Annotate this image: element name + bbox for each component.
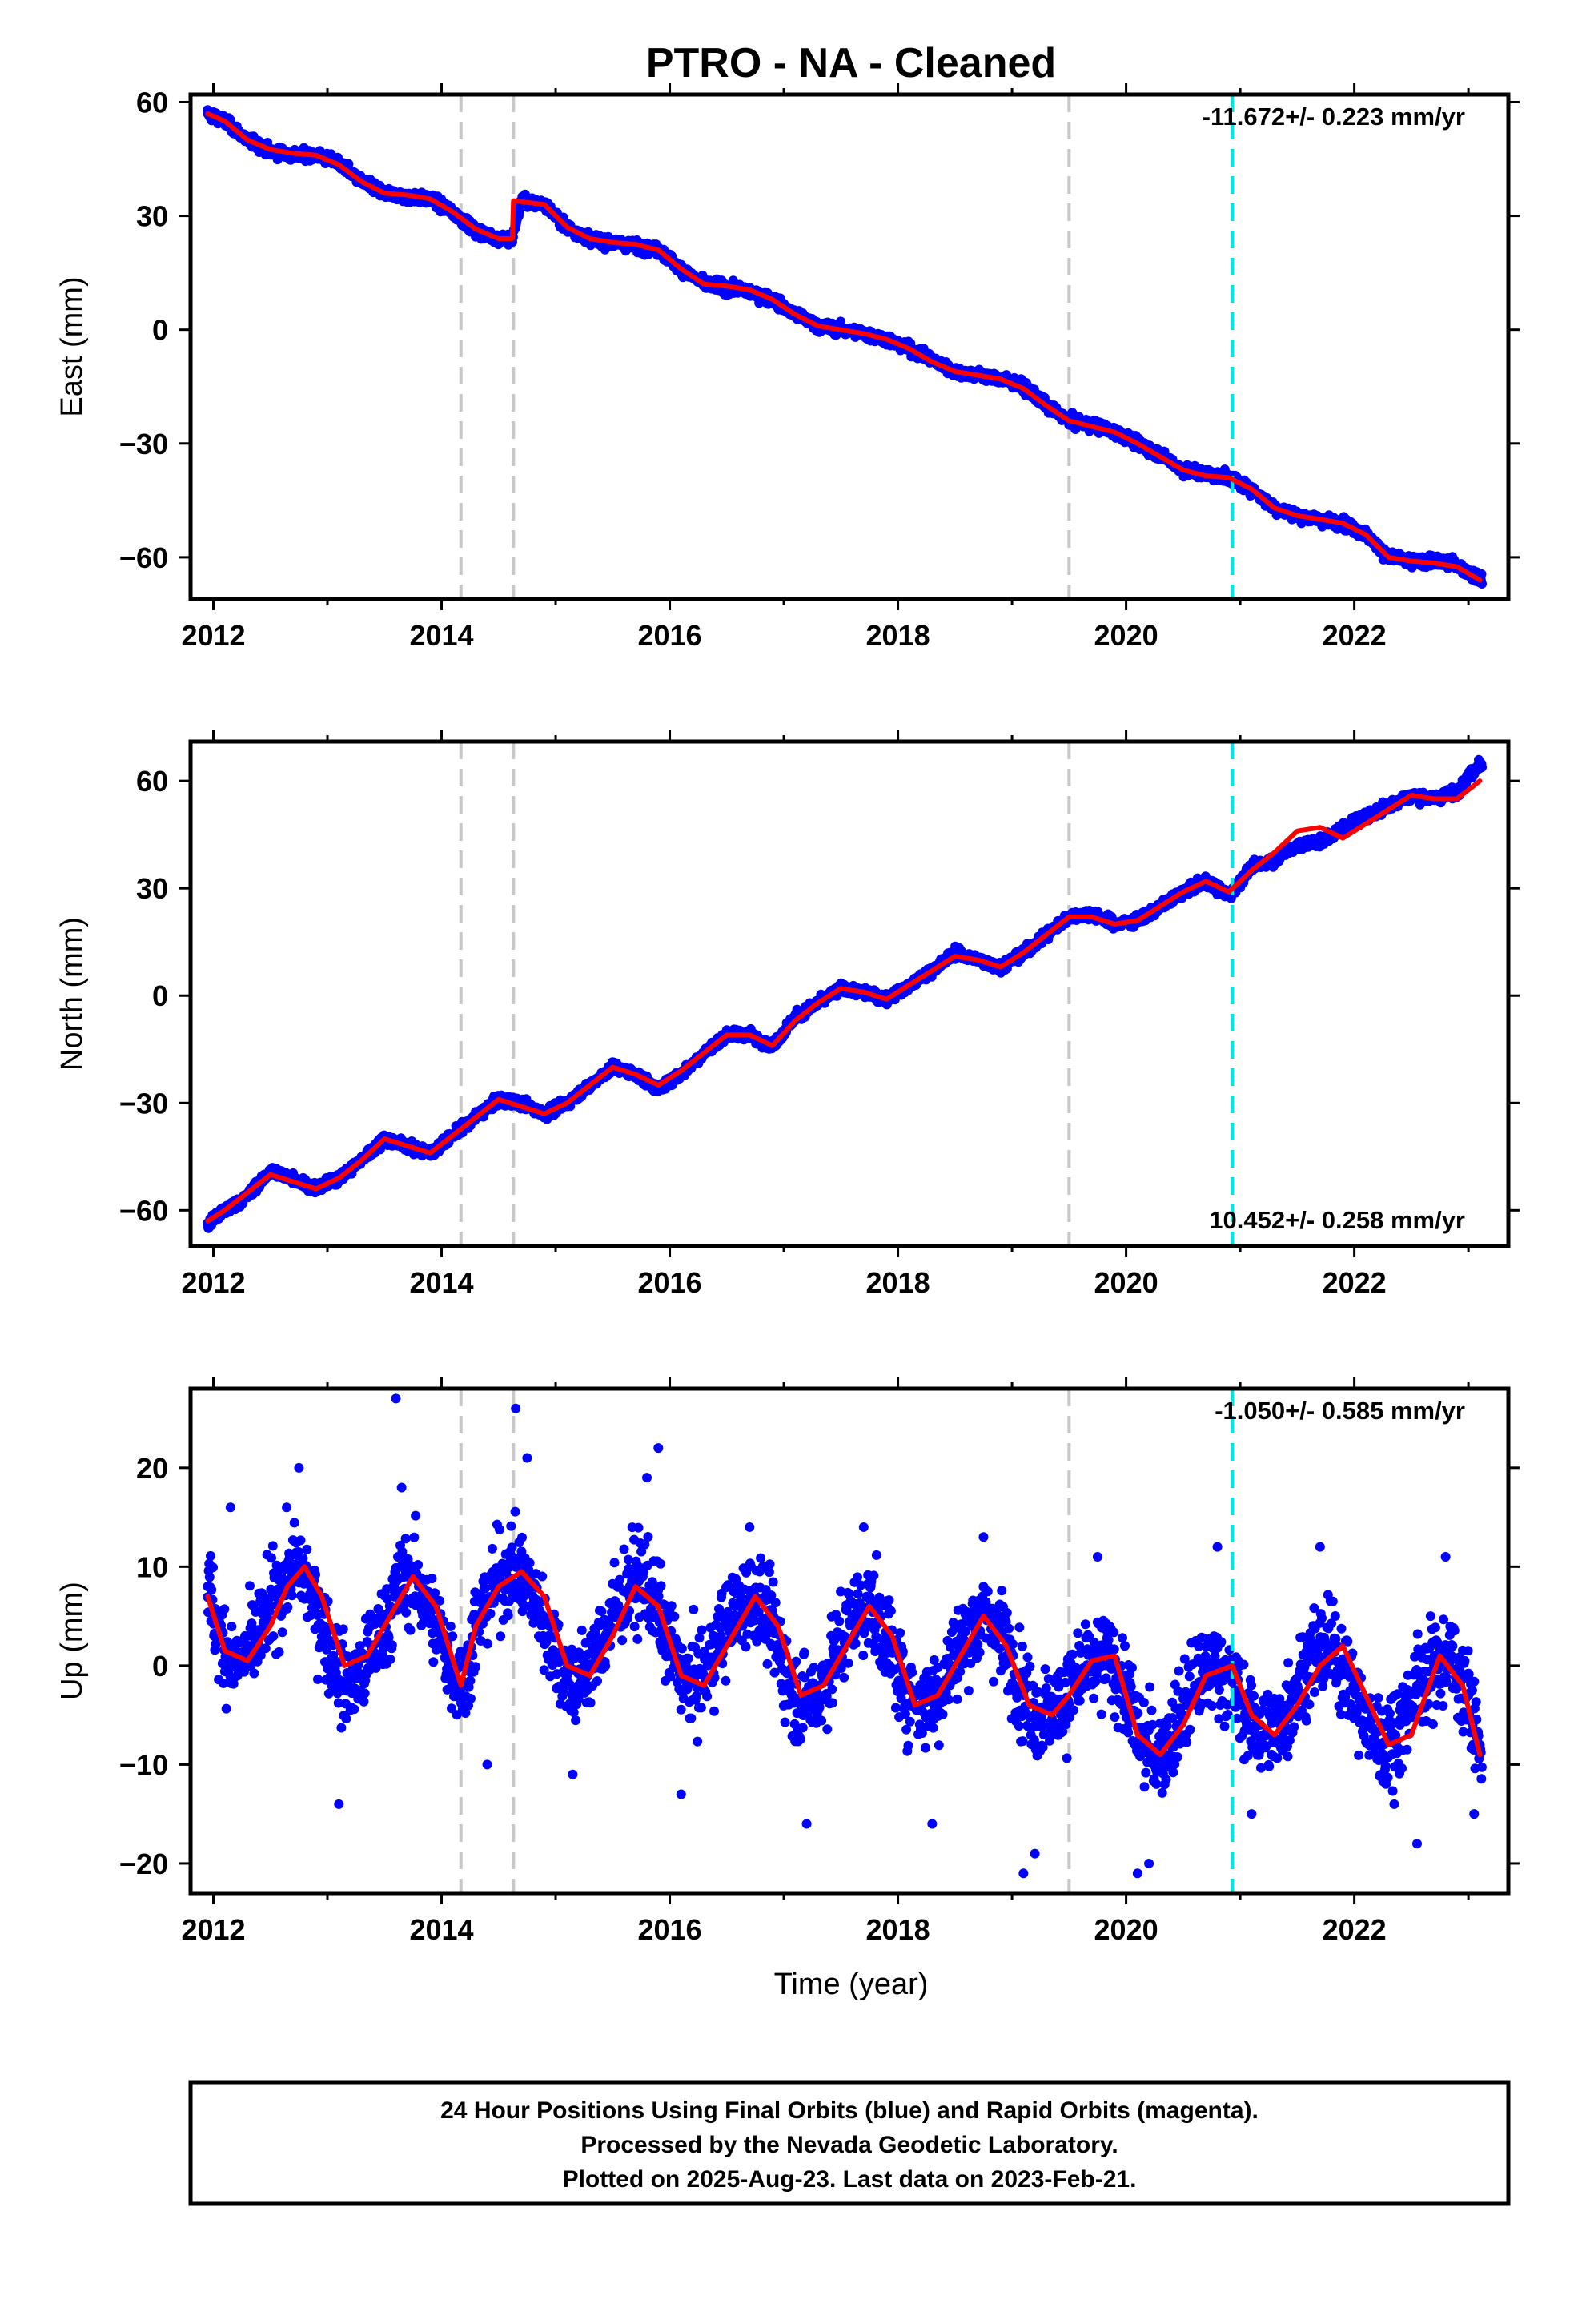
east-x-tick-label: 2016 [637, 619, 701, 652]
east-x-tick-label: 2022 [1323, 619, 1387, 652]
east-x-tick-label: 2018 [866, 619, 930, 652]
east-y-tick-label: 0 [152, 314, 168, 347]
east-panel: 2012 2014 2016 2018 2020 2022 60 30 0 −30 −60 East … [55, 83, 1520, 652]
east-y-tick-label: 30 [136, 200, 168, 233]
north-panel: 2012 2014 2016 2018 2020 202260300−30−60North… [55, 730, 1520, 1299]
east-x-tick-label: 2020 [1094, 619, 1158, 652]
figure-title: PTRO - NA - Cleaned [646, 40, 1056, 86]
east-rate-label: -11.672+/- 0.223 mm/yr [1203, 103, 1465, 131]
east-y-tick-label: −60 [119, 541, 168, 574]
east-y-axis-label: East (mm) [55, 276, 89, 416]
north-data-points [203, 754, 1487, 1233]
east-x-tick-label: 2014 [409, 619, 473, 652]
east-model-fit-line [205, 111, 1483, 583]
east-x-tick-label: 2012 [181, 619, 245, 652]
east-plot-frame [188, 92, 1511, 601]
east-y-tick-label: 60 [136, 86, 168, 119]
east-y-tick-label: −30 [119, 428, 168, 460]
